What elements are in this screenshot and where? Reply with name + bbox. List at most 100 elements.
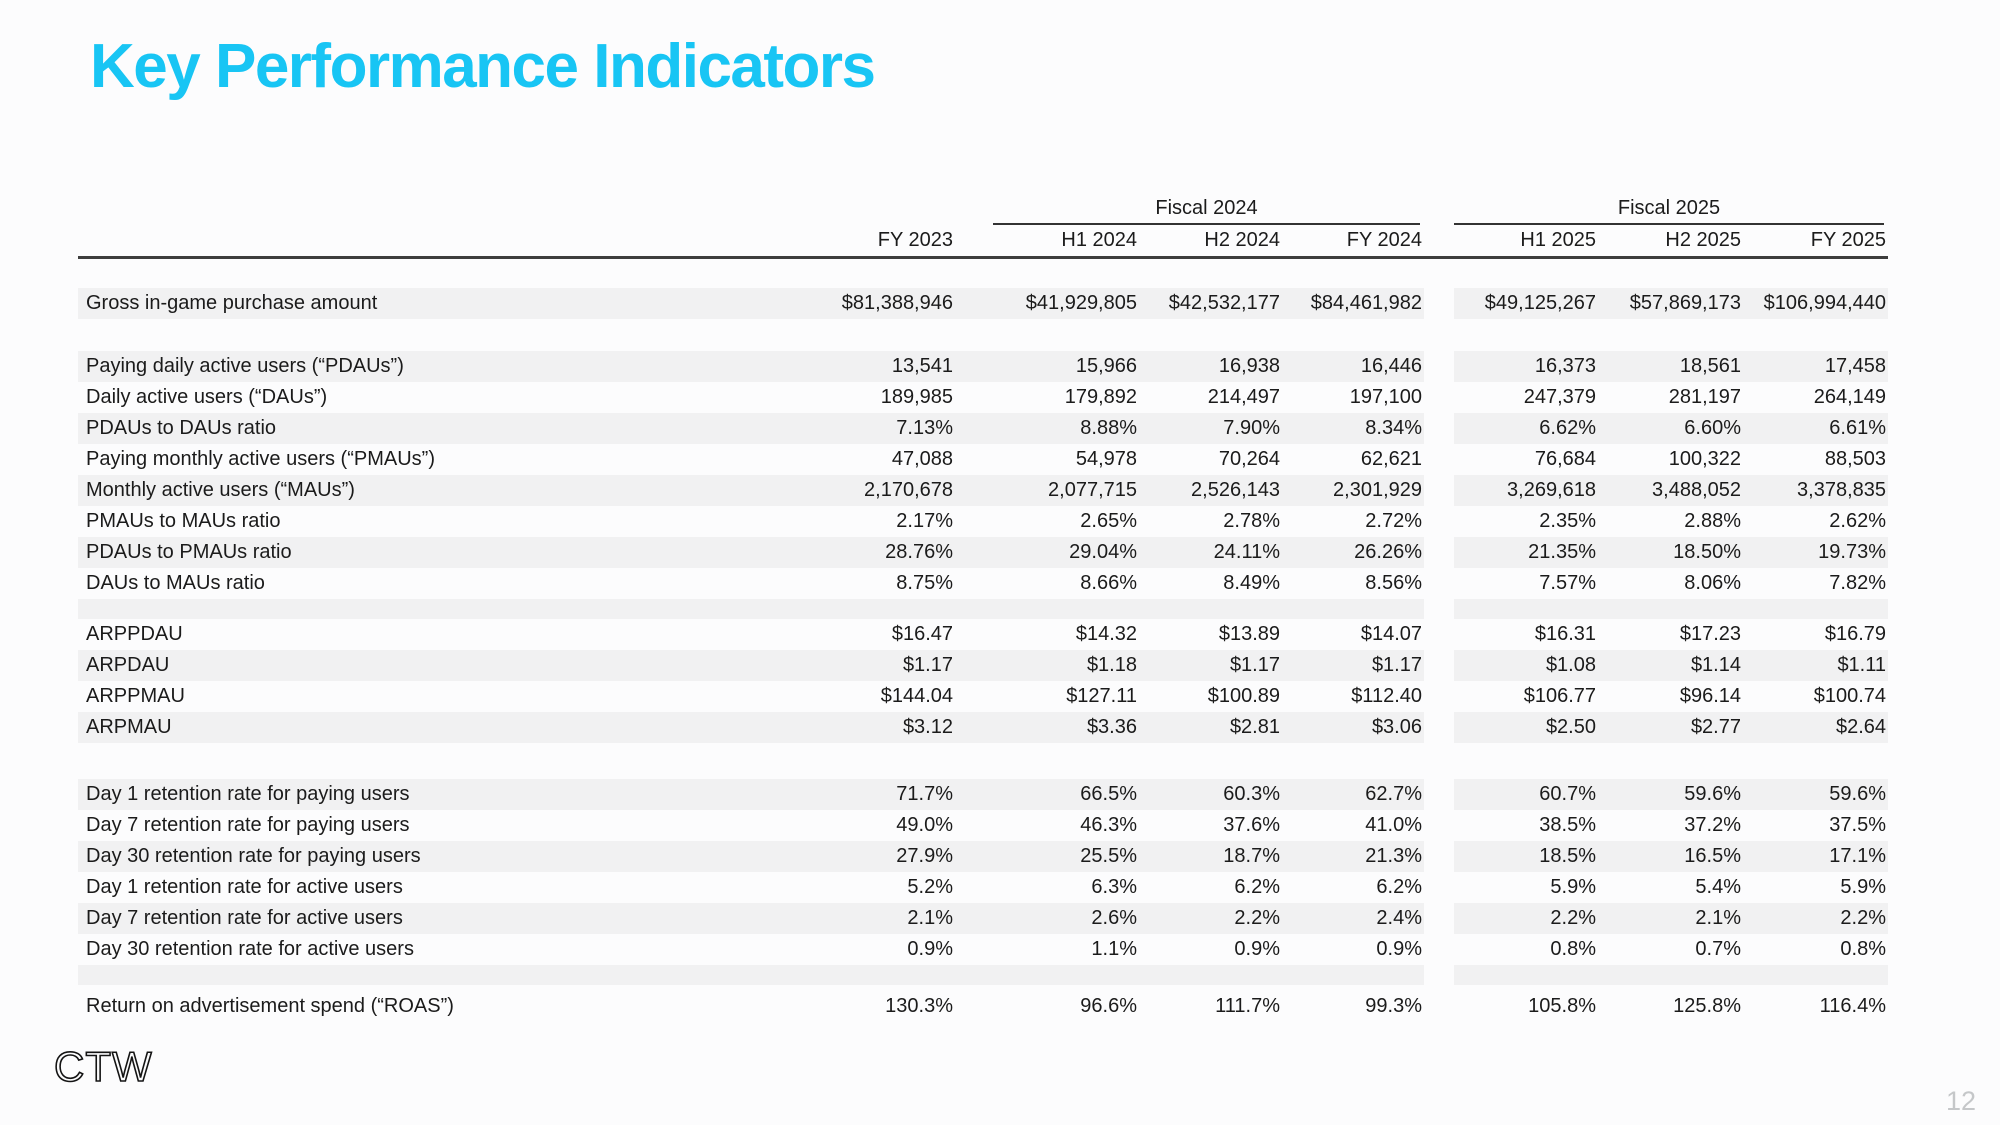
spacer-cell [1282, 985, 1424, 991]
spacer-cell [1454, 965, 1598, 985]
cell-value: 54,978 [1075, 448, 1137, 470]
row-label: ARPMAU [78, 712, 648, 743]
table-row: Day 1 retention rate for active users 5.2… [78, 872, 1888, 903]
cell-value: $1.17 [648, 650, 955, 681]
table-row: ARPMAU $3.12 $3.36 $2.81 $3.06 $2.50 $2.77 $2.6… [78, 712, 1889, 743]
spacer-cell [955, 985, 1139, 991]
column-group-gap [1424, 965, 1454, 985]
spacer-cell [955, 965, 1139, 985]
cell-value: 37.6% [1223, 814, 1280, 836]
spacer-row [78, 985, 1889, 991]
column-group-gap [1424, 351, 1454, 382]
cell-value: 21.3% [1282, 841, 1424, 872]
cell-value: 16.5% [1598, 841, 1743, 872]
cell-value: $3.12 [648, 712, 955, 743]
spacer-cell [1282, 743, 1424, 779]
spacer-cell [1743, 319, 1889, 351]
column-group-gap [1424, 444, 1454, 475]
spacer-cell [1598, 319, 1743, 351]
spacer-cell [1454, 319, 1598, 351]
cell-value: $14.32 [1075, 623, 1137, 645]
cell-value: 281,197 [1668, 386, 1741, 408]
spacer-cell [1139, 257, 1282, 288]
cell-value: 62.7% [1282, 779, 1424, 810]
cell-value: $13.89 [1218, 623, 1280, 645]
cell-value: 15,966 [955, 351, 1139, 382]
cell-value: 88,503 [1824, 448, 1887, 470]
row-label: Return on advertisement spend (“ROAS”) [86, 995, 454, 1017]
group-header-fiscal-2025-cell: Fiscal 2025 [1454, 193, 1888, 225]
cell-value: 0.9% [1376, 938, 1422, 960]
column-header-fy-2025: FY 2025 [1743, 225, 1889, 259]
cell-value: 7.57% [1539, 572, 1596, 594]
cell-value: 7.13% [648, 413, 955, 444]
table-row: Day 7 retention rate for active users 2.1… [78, 903, 1889, 934]
column-group-gap [1424, 225, 1454, 259]
cell-value: 2.62% [1829, 510, 1887, 532]
spacer-cell [648, 985, 955, 991]
column-header-h1-2025: H1 2025 [1454, 225, 1598, 259]
column-group-gap [1424, 319, 1454, 351]
column-header-row: FY 2023 H1 2024 H2 2024 FY 2024 H1 2025 … [78, 225, 1889, 259]
table-row: Day 1 retention rate for paying users 71.… [78, 779, 1889, 810]
column-header-fy2023: FY 2023 [648, 225, 955, 259]
column-header-fy-2024: FY 2024 [1282, 225, 1424, 259]
cell-value: 62,621 [1360, 448, 1422, 470]
spacer-row [78, 965, 1889, 985]
cell-value: 2.2% [1743, 903, 1889, 934]
column-group-gap [1424, 985, 1454, 991]
table-row: PMAUs to MAUs ratio 2.17% 2.65% 2.78% 2.72% 2… [78, 506, 1888, 537]
cell-value: 6.3% [1091, 876, 1137, 898]
spacer-cell [1598, 743, 1743, 779]
cell-value: 60.3% [1139, 779, 1282, 810]
column-header-metric [78, 225, 648, 259]
cell-value: 8.66% [1080, 572, 1137, 594]
page-number: 12 [1945, 1086, 1976, 1116]
cell-value: 0.7% [1695, 938, 1741, 960]
spacer-cell [648, 599, 955, 619]
column-group-gap [1424, 257, 1454, 288]
cell-value: $3.36 [955, 712, 1139, 743]
cell-value: 8.88% [955, 413, 1139, 444]
cell-value: 25.5% [955, 841, 1139, 872]
cell-value: 41.0% [1365, 814, 1422, 836]
cell-value: 24.11% [1139, 537, 1282, 568]
cell-value: 197,100 [1349, 386, 1422, 408]
cell-value: 3,269,618 [1454, 475, 1598, 506]
cell-value: 6.61% [1743, 413, 1889, 444]
column-group-gap [1424, 681, 1454, 712]
spacer-cell [648, 965, 955, 985]
spacer-cell [78, 319, 648, 351]
cell-value: 46.3% [1080, 814, 1137, 836]
spacer-cell [955, 599, 1139, 619]
column-group-gap [1424, 841, 1454, 872]
cell-value: 214,497 [1207, 386, 1280, 408]
cell-value: 59.6% [1743, 779, 1889, 810]
cell-value: $41,929,805 [955, 288, 1139, 319]
spacer-cell [1282, 257, 1424, 288]
cell-value: 7.82% [1829, 572, 1887, 594]
table-row: Paying monthly active users (“PMAUs”) 47,… [78, 444, 1888, 475]
group-header-blank [78, 193, 648, 225]
row-label: ARPPMAU [86, 685, 185, 707]
cell-value: 27.9% [648, 841, 955, 872]
cell-value: 28.76% [648, 537, 955, 568]
spacer-cell [1454, 743, 1598, 779]
row-label: Day 30 retention rate for paying users [78, 841, 648, 872]
cell-value: 105.8% [1528, 995, 1596, 1017]
cell-value: 5.9% [1840, 876, 1887, 898]
cell-value: 130.3% [885, 995, 953, 1017]
cell-value: 16,938 [1139, 351, 1282, 382]
cell-value: 1.1% [1091, 938, 1137, 960]
cell-value: 17.1% [1743, 841, 1889, 872]
spacer-cell [78, 985, 648, 991]
cell-value: 19.73% [1743, 537, 1889, 568]
table-row: ARPPDAU $16.47 $14.32 $13.89 $14.07 $16.31 $17… [78, 619, 1888, 650]
column-group-gap [1424, 537, 1454, 568]
group-header-blank [648, 193, 955, 225]
spacer-cell [1282, 319, 1424, 351]
table-row: PDAUs to DAUs ratio 7.13% 8.88% 7.90% 8.34% 6… [78, 413, 1889, 444]
cell-value: 18.7% [1139, 841, 1282, 872]
spacer-cell [1139, 743, 1282, 779]
